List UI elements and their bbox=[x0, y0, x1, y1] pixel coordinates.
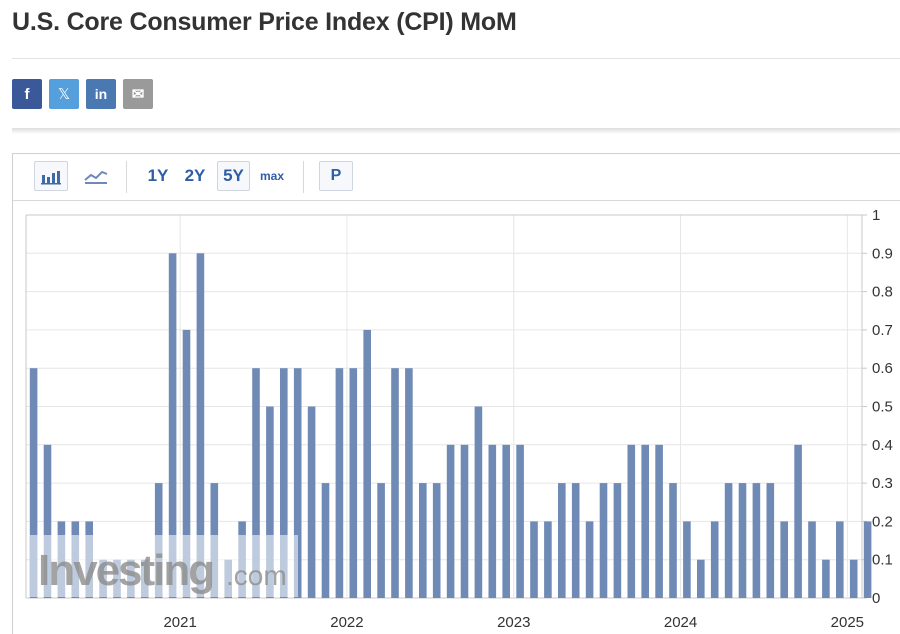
cpi-bar bbox=[558, 483, 566, 598]
cpi-bar bbox=[419, 483, 427, 598]
bar-chart-icon bbox=[41, 171, 61, 185]
x-tick-label: 2023 bbox=[497, 614, 530, 631]
y-tick-label: 0.4 bbox=[872, 437, 893, 454]
y-tick-label: 0.3 bbox=[872, 475, 893, 492]
bar-chart-button[interactable] bbox=[34, 161, 68, 191]
y-tick-label: 0 bbox=[872, 590, 880, 607]
cpi-bar bbox=[252, 368, 260, 598]
cpi-bar bbox=[280, 368, 288, 598]
y-tick-label: 0.5 bbox=[872, 399, 893, 416]
toolbar-separator bbox=[126, 161, 127, 193]
toolbar-separator bbox=[303, 161, 304, 193]
cpi-bar bbox=[460, 444, 469, 598]
cpi-bar bbox=[391, 368, 399, 598]
cpi-bar bbox=[585, 521, 594, 598]
cpi-bar bbox=[780, 521, 788, 598]
x-tick-label: 2022 bbox=[330, 614, 363, 631]
cpi-bar bbox=[516, 444, 524, 598]
y-tick-label: 0.1 bbox=[872, 552, 893, 569]
cpi-bar bbox=[446, 444, 455, 598]
facebook-icon: f bbox=[24, 85, 30, 103]
cpi-bar bbox=[752, 483, 761, 598]
watermark-backdrop bbox=[30, 535, 298, 597]
y-tick-label: 0.8 bbox=[872, 284, 893, 301]
cpi-bar bbox=[502, 444, 510, 598]
y-tick-label: 0.2 bbox=[872, 513, 893, 530]
cpi-bar bbox=[849, 559, 858, 598]
cpi-bar bbox=[321, 483, 330, 598]
cpi-bar bbox=[405, 368, 413, 598]
x-tick-label: 2024 bbox=[664, 614, 697, 631]
cpi-bar bbox=[863, 521, 872, 598]
range-max-button[interactable]: max bbox=[259, 169, 285, 183]
cpi-bar bbox=[474, 406, 483, 598]
cpi-bar bbox=[377, 483, 385, 598]
email-share-button[interactable]: ✉ bbox=[123, 79, 153, 109]
cpi-bar bbox=[182, 329, 191, 598]
facebook-share-button[interactable]: f bbox=[12, 79, 42, 109]
range-5y-button[interactable]: 5Y bbox=[217, 161, 250, 191]
cpi-bar bbox=[307, 406, 316, 598]
cpi-bar bbox=[432, 483, 441, 598]
section-shadow bbox=[12, 128, 900, 134]
y-tick-label: 1 bbox=[872, 207, 880, 224]
cpi-bar bbox=[599, 483, 608, 598]
y-tick-label: 0.6 bbox=[872, 360, 893, 377]
cpi-bar bbox=[808, 521, 816, 598]
cpi-bar bbox=[349, 368, 358, 598]
chart-toolbar: 1Y 2Y 5Y max P bbox=[13, 154, 900, 201]
cpi-bar bbox=[710, 521, 719, 598]
cpi-bar bbox=[613, 483, 622, 598]
cpi-bar bbox=[669, 483, 677, 598]
cpi-bar bbox=[641, 444, 649, 598]
p-button[interactable]: P bbox=[319, 161, 353, 191]
x-share-button[interactable]: 𝕏 bbox=[49, 79, 79, 109]
area-chart-icon bbox=[84, 170, 108, 184]
cpi-bar bbox=[738, 483, 747, 598]
area-chart-button[interactable] bbox=[79, 161, 113, 191]
cpi-bar bbox=[627, 444, 636, 598]
investing-watermark-brand: Investing bbox=[38, 546, 213, 595]
cpi-bar bbox=[655, 444, 663, 598]
range-2y-button[interactable]: 2Y bbox=[184, 166, 206, 185]
cpi-bar bbox=[335, 368, 344, 598]
y-tick-label: 0.9 bbox=[872, 245, 893, 262]
cpi-bar bbox=[836, 521, 844, 598]
x-tick-label: 2025 bbox=[831, 614, 864, 631]
cpi-bar bbox=[683, 521, 691, 598]
chart-container: 1Y 2Y 5Y max P bbox=[12, 153, 900, 634]
title-divider bbox=[12, 58, 900, 59]
linkedin-share-button[interactable]: in bbox=[86, 79, 116, 109]
cpi-bar bbox=[266, 406, 274, 598]
cpi-bar bbox=[822, 559, 830, 598]
cpi-bar bbox=[724, 483, 733, 598]
y-tick-label: 0.7 bbox=[872, 322, 893, 339]
cpi-bar bbox=[766, 483, 775, 598]
linkedin-icon: in bbox=[94, 86, 108, 102]
cpi-bar bbox=[196, 253, 205, 599]
cpi-bar bbox=[794, 444, 802, 598]
cpi-bar bbox=[571, 483, 580, 598]
cpi-bar bbox=[29, 368, 38, 598]
cpi-bar bbox=[488, 444, 497, 598]
cpi-bar bbox=[363, 329, 371, 598]
range-1y-button[interactable]: 1Y bbox=[147, 166, 169, 185]
cpi-bar bbox=[544, 521, 552, 598]
x-icon: 𝕏 bbox=[57, 86, 71, 103]
page-title: U.S. Core Consumer Price Index (CPI) MoM bbox=[12, 8, 517, 36]
cpi-bar bbox=[293, 368, 302, 598]
cpi-bar bbox=[697, 559, 705, 598]
x-tick-label: 2021 bbox=[163, 614, 196, 631]
email-icon: ✉ bbox=[131, 86, 145, 103]
investing-watermark-suffix: .com bbox=[226, 560, 287, 591]
cpi-bar bbox=[43, 444, 52, 598]
cpi-bar bbox=[530, 521, 538, 598]
cpi-bar bbox=[168, 253, 177, 599]
